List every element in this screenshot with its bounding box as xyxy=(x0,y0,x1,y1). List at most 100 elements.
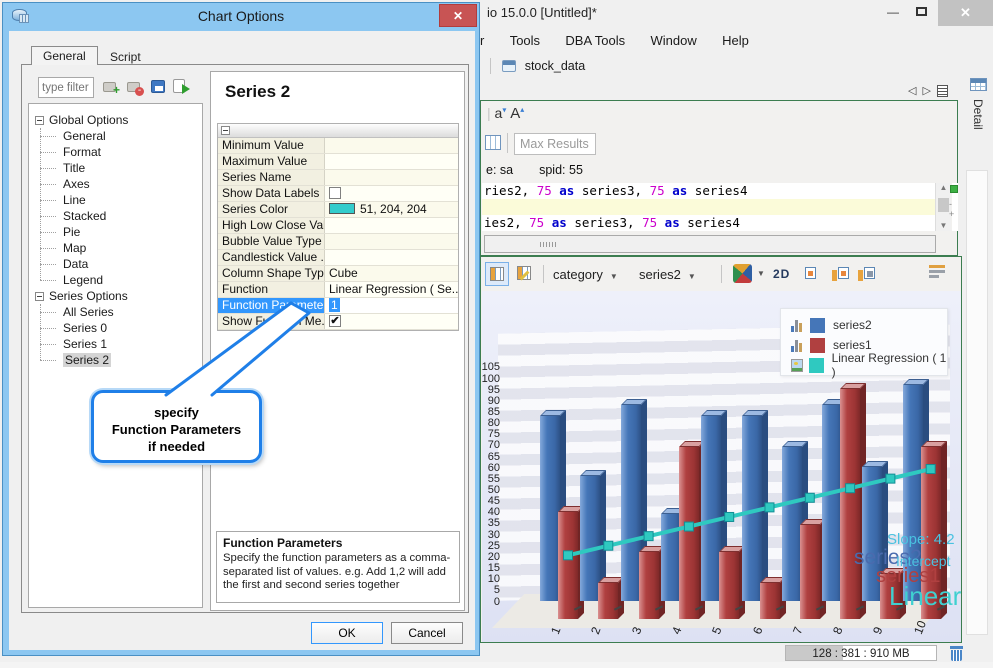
property-row-maximum-value[interactable]: Maximum Value xyxy=(218,154,458,170)
tree-item-pie[interactable]: Pie xyxy=(29,224,202,240)
add-icon[interactable]: + xyxy=(102,78,120,96)
tree-group-global-options[interactable]: Global Options xyxy=(29,112,202,128)
bar-red[interactable] xyxy=(558,506,584,619)
increase-font-icon[interactable]: A▴ xyxy=(510,105,525,122)
tree-item-title[interactable]: Title xyxy=(29,160,202,176)
bar-red[interactable] xyxy=(840,383,867,619)
bar-blue[interactable] xyxy=(660,508,687,601)
bar-blue[interactable] xyxy=(741,409,768,601)
legend-item[interactable]: Linear Regression ( 1 ) xyxy=(791,351,947,379)
bar-blue[interactable] xyxy=(580,470,607,601)
category-dropdown[interactable]: category ▼ xyxy=(553,267,618,282)
sql-line[interactable]: ies2, 75 as series3, 75 as series4 xyxy=(482,215,935,231)
garbage-collect-icon[interactable] xyxy=(950,646,963,661)
save-chart-icon[interactable] xyxy=(857,265,875,283)
edit-chart-button[interactable] xyxy=(513,262,537,286)
list-icon[interactable] xyxy=(936,85,948,98)
2d-mode-button[interactable]: 2D xyxy=(773,267,791,281)
import-script-icon[interactable] xyxy=(172,78,190,96)
scrollbar-grip[interactable] xyxy=(540,242,558,247)
memory-gauge[interactable]: 128 : 381 : 910 MB xyxy=(785,645,937,661)
copy-chart-icon[interactable] xyxy=(831,265,849,283)
tree-item-all-series[interactable]: All Series xyxy=(29,304,202,320)
bar-red[interactable] xyxy=(880,568,907,619)
tab-script[interactable]: Script xyxy=(110,50,141,64)
tree-group-series-options[interactable]: Series Options xyxy=(29,288,202,304)
menu-item-window[interactable]: Window xyxy=(650,33,697,48)
menu-item-help[interactable]: Help xyxy=(722,33,749,48)
tree-item-line[interactable]: Line xyxy=(29,192,202,208)
property-row-series-name[interactable]: Series Name xyxy=(218,170,458,186)
bar-red[interactable] xyxy=(719,546,746,619)
maximize-button[interactable] xyxy=(908,2,934,22)
save-icon[interactable] xyxy=(150,78,168,96)
bar-blue[interactable] xyxy=(620,398,647,601)
series-color-swatch[interactable] xyxy=(329,203,355,214)
menu-item-tools[interactable]: Tools xyxy=(509,33,541,48)
tree-item-general[interactable]: General xyxy=(29,128,202,144)
bar-blue[interactable] xyxy=(540,409,566,601)
tab-stock-data[interactable]: stock_data xyxy=(502,58,585,73)
chart-size-icon[interactable] xyxy=(803,265,821,283)
detail-side-tab[interactable]: Detail xyxy=(964,78,992,130)
chart-menu-icon[interactable] xyxy=(929,265,945,279)
bar-blue[interactable] xyxy=(862,461,889,601)
minimize-button[interactable]: — xyxy=(887,5,899,19)
tree-item-series-2[interactable]: Series 2 xyxy=(29,352,202,368)
bar-blue[interactable] xyxy=(902,378,929,601)
tree-item-format[interactable]: Format xyxy=(29,144,202,160)
property-row-column-shape-type[interactable]: Column Shape Type Cube xyxy=(218,266,458,282)
tree-item-axes[interactable]: Axes xyxy=(29,176,202,192)
options-tree[interactable]: Global Options General Format Title Axes Line… xyxy=(28,103,203,608)
series-dropdown[interactable]: series2 ▼ xyxy=(639,267,696,282)
property-row-series-color[interactable]: Series Color 51, 204, 204 xyxy=(218,202,458,218)
property-grid-header[interactable] xyxy=(218,124,458,138)
nav-back-icon[interactable]: ◁ xyxy=(908,85,923,97)
bar-red[interactable] xyxy=(678,441,705,619)
property-value[interactable]: ✔ xyxy=(325,314,458,329)
legend-item[interactable]: series1 xyxy=(791,335,947,355)
property-checkbox[interactable] xyxy=(329,187,341,199)
bar-blue[interactable] xyxy=(781,441,808,601)
bar-red[interactable] xyxy=(799,519,826,619)
property-checkbox[interactable]: ✔ xyxy=(329,315,341,327)
expander-icon[interactable] xyxy=(35,116,44,125)
close-window-button[interactable]: ✕ xyxy=(938,0,993,26)
property-row-bubble-value-type[interactable]: Bubble Value Type xyxy=(218,234,458,250)
selected-value-text[interactable]: 1 xyxy=(329,298,340,312)
legend-item[interactable]: series2 xyxy=(791,315,947,335)
property-row-function[interactable]: Function Linear Regression ( Se... xyxy=(218,282,458,298)
bar-blue[interactable] xyxy=(822,398,849,601)
palette-dropdown-arrow[interactable]: ▼ xyxy=(757,269,765,278)
property-value[interactable]: 51, 204, 204 xyxy=(325,202,458,217)
property-row-function-parameters[interactable]: Function Parameters 1 xyxy=(218,298,458,314)
editor-horizontal-scrollbar[interactable] xyxy=(484,235,936,253)
bar-blue[interactable] xyxy=(701,409,728,601)
menu-item-dba-tools[interactable]: DBA Tools xyxy=(565,33,626,48)
cancel-button[interactable]: Cancel xyxy=(391,622,463,644)
menu-item-fragment[interactable]: r xyxy=(480,33,485,48)
results-grid-icon[interactable] xyxy=(485,135,501,150)
property-value[interactable]: Cube xyxy=(325,266,458,281)
tree-item-data[interactable]: Data xyxy=(29,256,202,272)
remove-icon[interactable]: - xyxy=(126,78,144,96)
nav-forward-icon[interactable]: ▷ xyxy=(922,85,937,97)
splitter-handle[interactable]: -+ xyxy=(949,199,955,219)
bar-red[interactable] xyxy=(638,546,665,619)
tree-item-stacked[interactable]: Stacked xyxy=(29,208,202,224)
sql-editor[interactable]: ries2, 75 as series3, 75 as series4 ies2,… xyxy=(482,183,935,231)
dialog-title-bar[interactable]: Chart Options ✕ xyxy=(3,3,479,31)
property-value[interactable] xyxy=(325,186,458,201)
sql-line[interactable] xyxy=(482,199,935,215)
chart-color-palette-icon[interactable] xyxy=(733,264,752,283)
editor-vertical-scrollbar[interactable]: ▲ ▼ xyxy=(935,183,951,231)
scrollbar-thumb[interactable] xyxy=(938,198,949,212)
collapse-icon[interactable] xyxy=(221,126,230,135)
bar-red[interactable] xyxy=(598,577,625,619)
expander-icon[interactable] xyxy=(35,292,44,301)
sql-line[interactable]: ries2, 75 as series3, 75 as series4 xyxy=(482,183,935,199)
tree-item-series-1[interactable]: Series 1 xyxy=(29,336,202,352)
property-row-minimum-value[interactable]: Minimum Value xyxy=(218,138,458,154)
property-row-candlestick-value-[interactable]: Candlestick Value ... xyxy=(218,250,458,266)
pivot-grid-button[interactable] xyxy=(485,262,509,286)
